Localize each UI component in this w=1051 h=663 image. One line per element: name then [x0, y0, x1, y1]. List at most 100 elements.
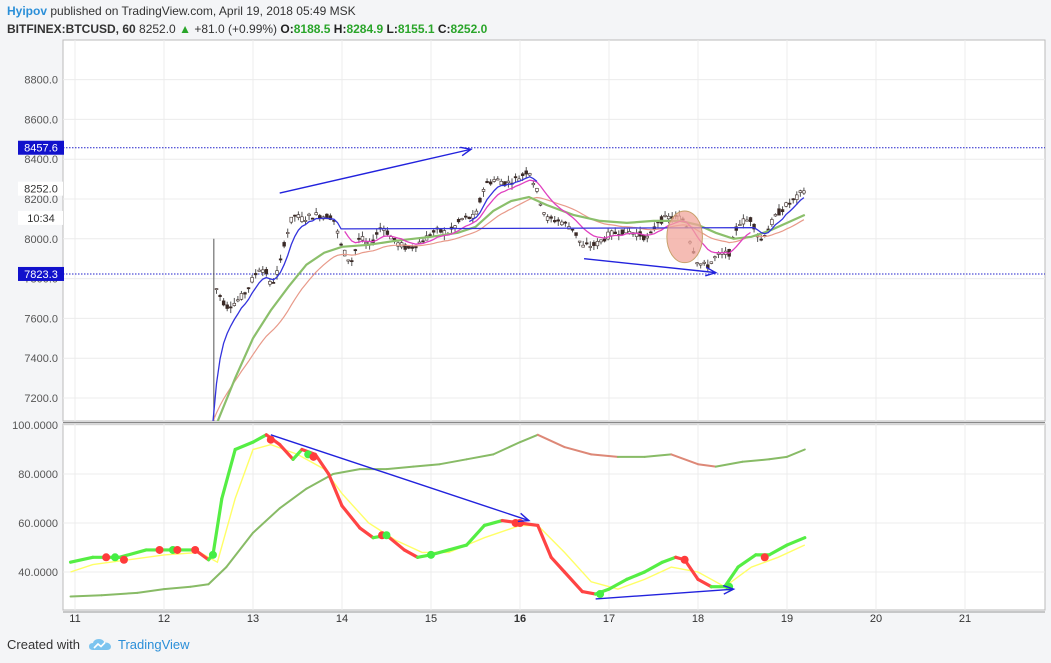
rsi-fast-line — [251, 433, 268, 444]
candle-body — [545, 216, 550, 221]
tradingview-cloud-icon[interactable] — [88, 638, 112, 652]
candle-body — [271, 281, 276, 284]
rsi-fast-line — [465, 523, 486, 547]
candle-body — [738, 224, 742, 226]
candle — [481, 187, 486, 197]
arrow-head — [460, 146, 473, 157]
candle-body — [599, 239, 603, 243]
candle — [221, 298, 226, 307]
candle — [296, 211, 301, 221]
x-tick-label: 17 — [603, 613, 615, 625]
candle — [286, 228, 290, 238]
candle-body — [456, 219, 461, 223]
candle-body — [581, 244, 585, 248]
rsi-plot — [68, 433, 807, 600]
candle-body — [286, 232, 290, 234]
candle-body — [268, 281, 272, 285]
candle — [467, 216, 471, 220]
candle-body — [787, 202, 792, 205]
candle — [364, 237, 368, 249]
low-label: L: — [386, 22, 398, 36]
candle-body — [553, 220, 557, 223]
rsi-fast-line — [358, 526, 375, 540]
ma-slow-line — [216, 195, 806, 421]
candle — [574, 232, 578, 239]
price-tick-label: 8000.0 — [24, 234, 58, 246]
cross-marker — [680, 555, 689, 564]
candle-body — [467, 216, 471, 219]
candle — [599, 239, 603, 245]
candle-body — [538, 203, 543, 206]
cross-marker — [119, 555, 128, 564]
candle — [709, 261, 714, 265]
candle — [787, 198, 792, 209]
candle-body — [773, 214, 778, 217]
candle-body — [357, 237, 361, 240]
candle — [556, 217, 560, 226]
candle — [310, 217, 315, 220]
candle — [243, 291, 247, 299]
candle — [698, 263, 703, 269]
candle-body — [350, 260, 354, 263]
candle — [563, 220, 568, 227]
candle — [802, 187, 806, 195]
candle — [456, 217, 461, 224]
candle — [335, 229, 340, 239]
candle — [496, 176, 500, 181]
candle — [499, 178, 504, 186]
candle-body — [289, 216, 293, 223]
author-name[interactable]: Hyipov — [7, 4, 48, 18]
candle-body — [499, 181, 504, 186]
candle-body — [524, 170, 528, 175]
x-tick-label: 13 — [247, 613, 259, 625]
candle — [232, 297, 237, 307]
candle-body — [339, 243, 343, 246]
candle — [663, 211, 667, 218]
candle — [431, 229, 436, 236]
rsi-slow-line — [412, 463, 441, 468]
rsi-fast-line — [536, 523, 553, 559]
rsi-slow-line — [590, 453, 619, 458]
rsi-slow-line — [492, 441, 521, 456]
price-tick-label: 8600.0 — [24, 114, 58, 126]
rsi-fast-line — [402, 548, 420, 559]
candle-body — [300, 216, 304, 222]
candle-body — [474, 210, 479, 215]
rsi-tick-label: 60.0000 — [18, 518, 58, 530]
candle — [307, 212, 311, 221]
low-value: 8155.1 — [397, 22, 435, 36]
rsi-slow-line — [741, 458, 771, 463]
rsi-slow-line — [136, 588, 165, 594]
candle — [702, 259, 706, 266]
candle-body — [261, 269, 265, 273]
candle-body — [417, 241, 422, 244]
tradingview-link[interactable]: TradingView — [117, 637, 190, 652]
candle-body — [759, 238, 763, 241]
candle — [549, 214, 553, 223]
rsi-panel — [62, 423, 1046, 611]
highlight-ellipse — [666, 210, 703, 264]
candle-body — [250, 277, 254, 283]
candle-body — [253, 273, 258, 276]
candle-body — [346, 259, 350, 262]
candle-body — [264, 269, 269, 275]
rsi-slow-line — [768, 455, 788, 461]
price-tag-label: 8457.6 — [24, 143, 58, 155]
candle-body — [375, 232, 379, 235]
candle-body — [585, 242, 589, 245]
candle — [236, 295, 240, 303]
candle-body — [236, 299, 240, 302]
candle-body — [588, 246, 593, 248]
candle — [581, 240, 585, 248]
candle — [506, 175, 511, 188]
candle — [229, 301, 233, 314]
open-value: 8188.5 — [293, 22, 331, 36]
candle-body — [303, 220, 308, 222]
rsi-slow-line — [519, 433, 539, 444]
candle-body — [784, 202, 788, 207]
candle — [738, 219, 742, 226]
candle — [577, 240, 582, 247]
candle — [649, 230, 653, 234]
candle — [478, 196, 482, 204]
